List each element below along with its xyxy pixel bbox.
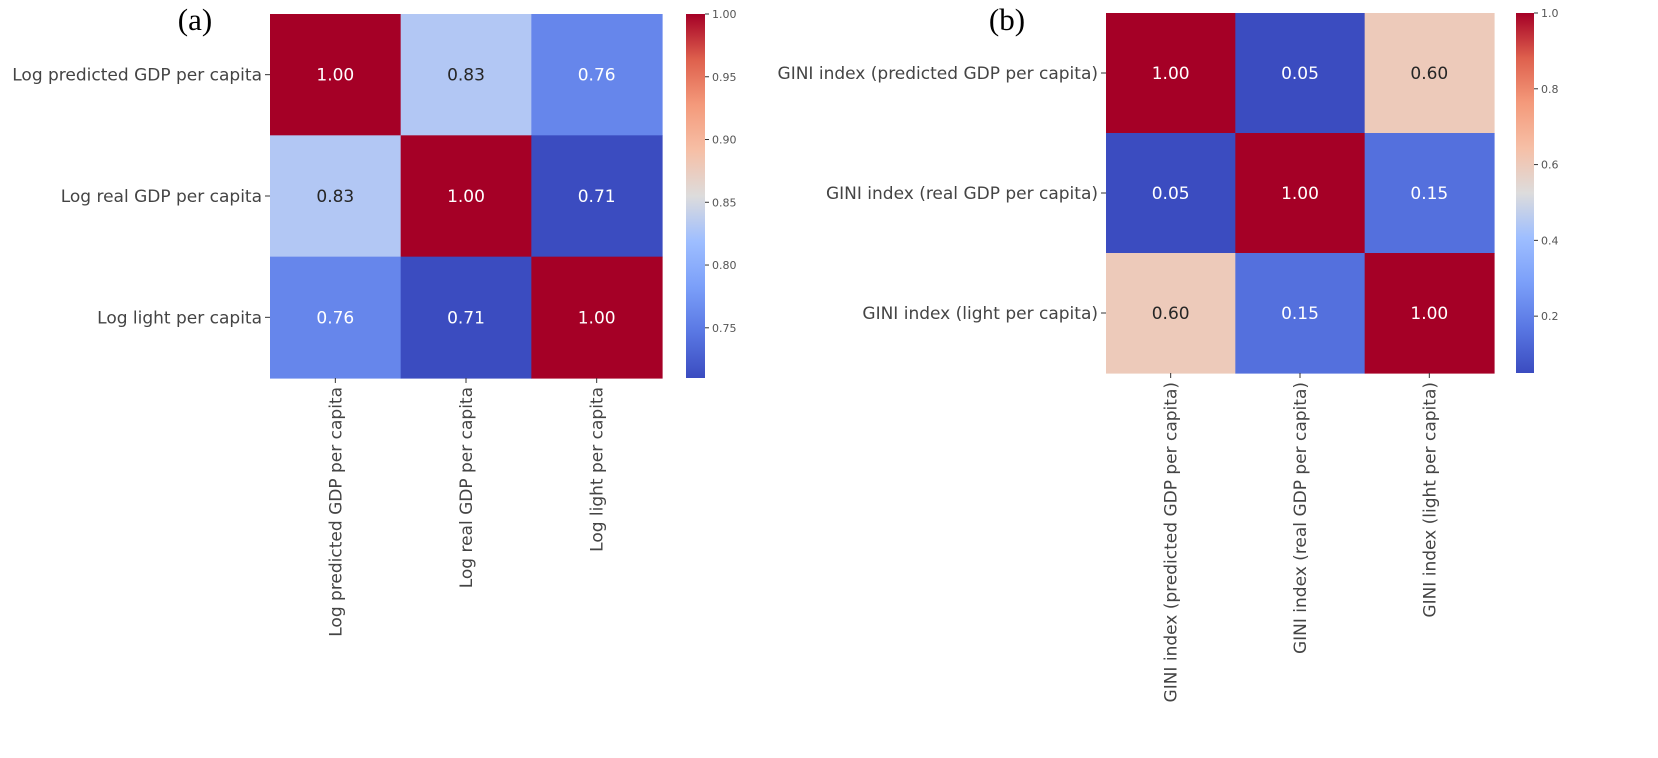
cell-value-label: 0.76 <box>316 308 354 328</box>
cell-value-label: 0.15 <box>1281 304 1319 324</box>
colorbar-tick-label: 0.75 <box>712 322 737 335</box>
colorbar-tick-label: 0.95 <box>712 71 737 84</box>
cell-value-label: 0.60 <box>1410 64 1448 84</box>
x-tick-label: Log light per capita <box>588 387 608 552</box>
heatmap-cell-r1-c1 <box>400 135 532 258</box>
heatmap-cell-r2-c0 <box>1106 253 1236 374</box>
colorbar-tick-label: 1.00 <box>712 8 737 21</box>
heatmap-cell-r2-c1 <box>1235 253 1366 374</box>
cell-value-label: 1.00 <box>316 66 354 86</box>
cell-value-label: 1.00 <box>1152 64 1190 84</box>
colorbar-tick-label: 0.85 <box>712 196 737 209</box>
colorbar-tick-label: 0.6 <box>1541 159 1559 172</box>
heatmap-cell-r2-c0 <box>270 256 402 379</box>
heatmap-cell-r1-c1 <box>1235 133 1366 254</box>
colorbar <box>686 14 705 378</box>
heatmap-cell-r2-c2 <box>531 256 663 379</box>
y-tick-label: Log real GDP per capita <box>61 187 262 207</box>
heatmap-cell-r0-c2 <box>531 14 663 136</box>
x-tick-label: GINI index (light per capita) <box>1420 382 1440 618</box>
colorbar-tick-label: 0.90 <box>712 134 737 147</box>
heatmap-panel-a: (a) 1.00 0.83 0.76 0.83 1.00 0.71 0.76 0.71 1.00 L… <box>12 2 736 637</box>
y-tick-label: Log predicted GDP per capita <box>12 66 262 86</box>
y-tick-label: GINI index (predicted GDP per capita) <box>778 64 1098 84</box>
y-tick-label: GINI index (real GDP per capita) <box>826 184 1098 204</box>
y-tick-label: GINI index (light per capita) <box>862 304 1098 324</box>
x-tick-label: Log predicted GDP per capita <box>326 387 346 637</box>
x-tick-label: GINI index (predicted GDP per capita) <box>1162 382 1182 702</box>
cell-value-label: 1.00 <box>578 308 616 328</box>
x-tick-label: GINI index (real GDP per capita) <box>1291 382 1311 654</box>
panel-label: (b) <box>989 2 1025 37</box>
cell-value-label: 1.00 <box>447 187 485 207</box>
x-tick-label: Log real GDP per capita <box>457 387 477 588</box>
colorbar-tick-label: 0.2 <box>1541 310 1559 323</box>
colorbar-tick-label: 0.80 <box>712 259 737 272</box>
colorbar-tick-label: 0.8 <box>1541 83 1559 96</box>
cell-value-label: 0.83 <box>447 66 485 86</box>
y-tick-label: Log light per capita <box>97 308 262 328</box>
colorbar <box>1516 13 1534 373</box>
heatmap-cell-r0-c1 <box>400 14 532 136</box>
heatmap-cell-r1-c2 <box>531 135 663 258</box>
heatmap-cell-r0-c2 <box>1364 13 1495 134</box>
heatmap-cell-r1-c0 <box>1106 133 1236 254</box>
cell-value-label: 0.15 <box>1410 184 1448 204</box>
heatmap-cell-r1-c2 <box>1364 133 1495 254</box>
colorbar-tick-label: 0.4 <box>1541 234 1559 247</box>
cell-value-label: 0.83 <box>316 187 354 207</box>
heatmap-cell-r2-c1 <box>400 256 532 379</box>
cell-value-label: 0.60 <box>1152 304 1190 324</box>
heatmap-panel-b: (b) 1.00 0.05 0.60 0.05 1.00 0.15 0.60 0.15 1.00 G… <box>778 2 1559 702</box>
heatmap-cell-r0-c1 <box>1235 13 1366 134</box>
cell-value-label: 0.05 <box>1281 64 1319 84</box>
cell-value-label: 0.76 <box>578 66 616 86</box>
heatmap-cell-r2-c2 <box>1364 253 1495 374</box>
heatmap-cell-r0-c0 <box>270 14 402 136</box>
cell-value-label: 0.05 <box>1152 184 1190 204</box>
cell-value-label: 0.71 <box>447 308 485 328</box>
colorbar-tick-label: 1.0 <box>1541 7 1559 20</box>
cell-value-label: 1.00 <box>1410 304 1448 324</box>
panel-label: (a) <box>178 2 212 37</box>
cell-value-label: 1.00 <box>1281 184 1319 204</box>
cell-value-label: 0.71 <box>578 187 616 207</box>
heatmap-cell-r0-c0 <box>1106 13 1236 134</box>
heatmap-cell-r1-c0 <box>270 135 402 258</box>
